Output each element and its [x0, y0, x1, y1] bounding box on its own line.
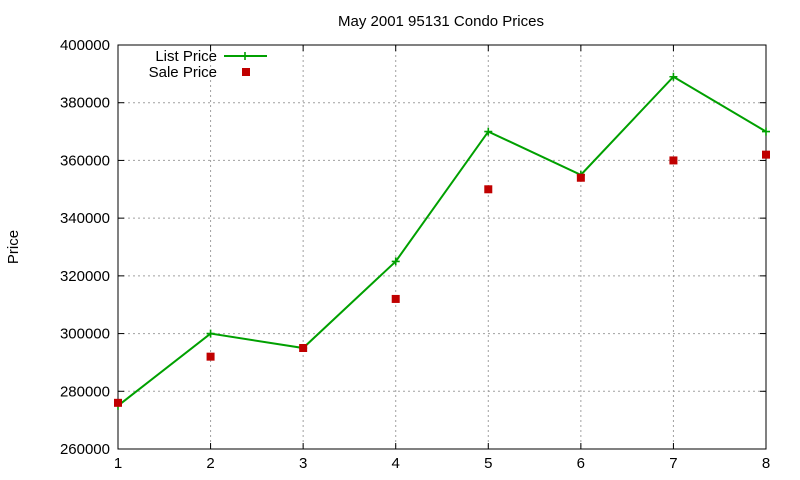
x-tick-label: 2 — [206, 455, 214, 472]
x-tick-label: 4 — [392, 455, 400, 472]
y-tick-label: 260000 — [60, 441, 110, 458]
list-price-point — [206, 329, 215, 338]
legend-label-sale-price: Sale Price — [149, 64, 217, 81]
legend-marker-list-price — [241, 52, 249, 60]
y-axis-label: Price — [5, 230, 22, 264]
list-price-line — [117, 75, 767, 407]
list-price-point — [669, 72, 678, 81]
sale-price-point — [762, 150, 770, 159]
data-series — [114, 72, 770, 410]
x-tick-label: 8 — [762, 455, 770, 472]
y-tick-label: 360000 — [60, 152, 110, 169]
list-price-point — [484, 127, 493, 136]
x-tick-label: 3 — [299, 455, 307, 472]
plot-frame — [117, 44, 767, 450]
grid-lines — [118, 45, 766, 449]
x-tick-label: 5 — [484, 455, 492, 472]
sale-price-point — [114, 398, 122, 407]
sale-price-point — [669, 156, 678, 165]
list-price-point — [391, 257, 400, 266]
chart-title: May 2001 95131 Condo Prices — [338, 13, 544, 30]
sale-price-point — [484, 185, 493, 194]
y-tick-label: 400000 — [60, 37, 110, 54]
sale-price-series — [114, 150, 770, 407]
list-price-point — [762, 127, 770, 136]
sale-price-point — [391, 294, 400, 303]
x-tick-label: 7 — [669, 455, 677, 472]
y-tick-label: 300000 — [60, 326, 110, 343]
sale-price-point — [299, 344, 308, 352]
x-tick-label: 1 — [114, 455, 122, 472]
y-tick-label: 340000 — [60, 210, 110, 227]
y-tick-label: 380000 — [60, 95, 110, 112]
y-tick-label: 320000 — [60, 268, 110, 285]
y-tick-label: 280000 — [60, 383, 110, 400]
axis-ticks: 260000 280000 300000 320000 340000 360000 3800… — [60, 37, 770, 472]
x-tick-label: 6 — [577, 455, 585, 472]
sale-price-point — [576, 173, 585, 182]
legend-label-list-price: List Price — [155, 48, 217, 65]
sale-price-point — [206, 352, 215, 361]
legend-swatch-sale-price — [242, 68, 250, 76]
